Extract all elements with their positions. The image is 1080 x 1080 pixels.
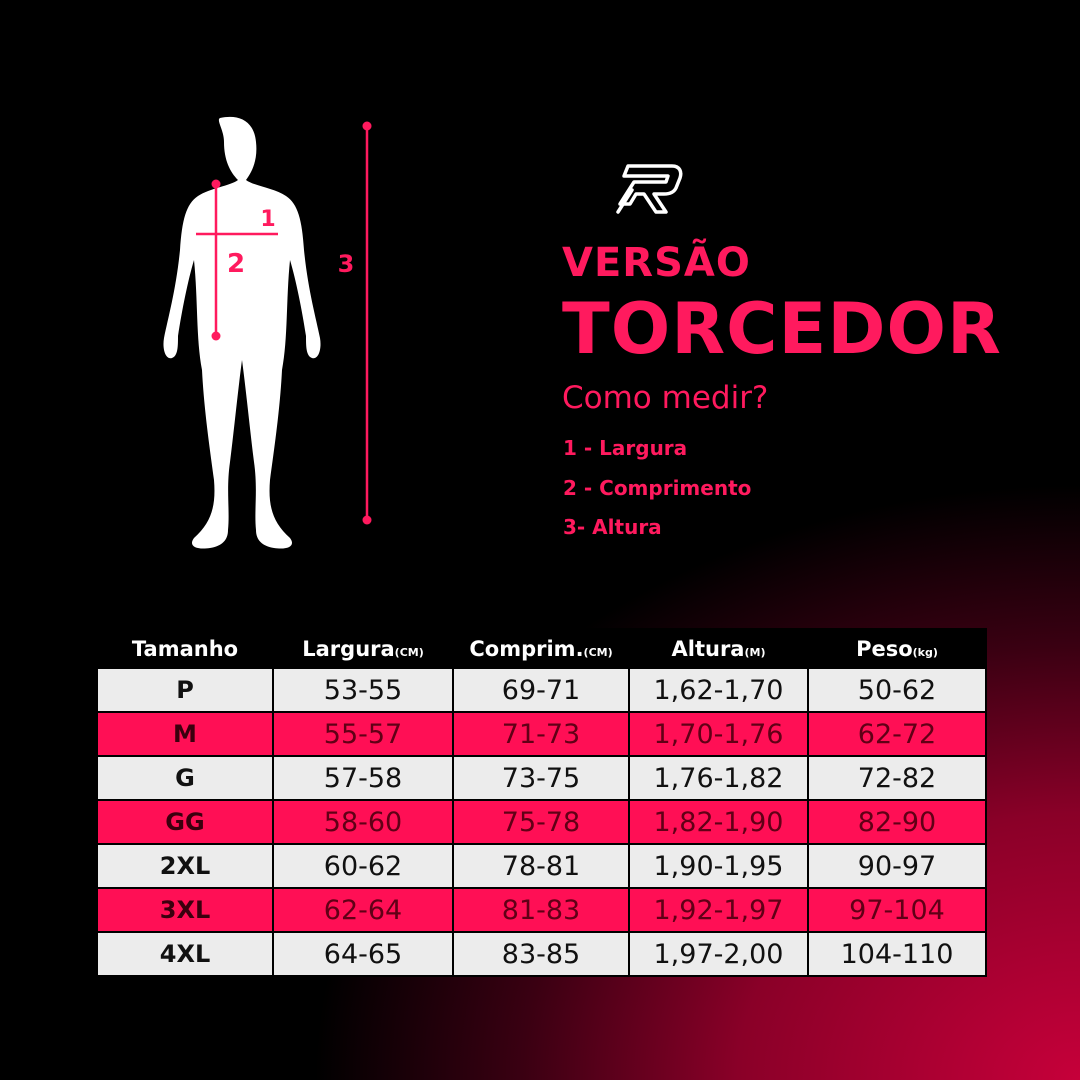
size-cell: 2XL [96, 843, 274, 889]
size-cell: GG [96, 799, 274, 845]
weight-cell: 104-110 [807, 931, 987, 977]
height-label: 3 [338, 250, 355, 278]
table-row: P 53-55 69-71 1,62-1,70 50-62 [96, 667, 987, 713]
length-cell: 69-71 [452, 667, 630, 713]
height-guide-bottom-dot [362, 515, 372, 525]
length-guide-top-dot [211, 179, 221, 189]
table-row: GG 58-60 75-78 1,82-1,90 82-90 [96, 799, 987, 845]
table-row: G 57-58 73-75 1,76-1,82 72-82 [96, 755, 987, 801]
heading-title: TORCEDOR [562, 288, 1002, 370]
table-row: 4XL 64-65 83-85 1,97-2,00 104-110 [96, 931, 987, 977]
size-cell: 3XL [96, 887, 274, 933]
width-cell: 58-60 [272, 799, 454, 845]
legend-item-height: 3- Altura [563, 515, 662, 539]
legend-item-length: 2 - Comprimento [563, 476, 752, 500]
size-cell: G [96, 755, 274, 801]
legend-item-width: 1 - Largura [563, 436, 688, 460]
size-cell: M [96, 711, 274, 757]
table-row: 3XL 62-64 81-83 1,92-1,97 97-104 [96, 887, 987, 933]
length-guide-bottom-dot [211, 331, 221, 341]
how-to-measure-subtitle: Como medir? [562, 380, 769, 416]
height-cell: 1,62-1,70 [628, 667, 809, 713]
brand-logo [616, 164, 683, 214]
height-cell: 1,90-1,95 [628, 843, 809, 889]
column-header-height: Altura(M) [628, 628, 809, 669]
width-label: 1 [260, 207, 275, 232]
width-cell: 62-64 [272, 887, 454, 933]
heading-version: VERSÃO [562, 240, 751, 286]
silhouette [163, 116, 321, 549]
size-table: Tamanho Largura(CM) Comprim.(CM) Altura(… [96, 628, 987, 977]
length-label: 2 [227, 249, 245, 279]
length-cell: 83-85 [452, 931, 630, 977]
weight-cell: 72-82 [807, 755, 987, 801]
table-row: 2XL 60-62 78-81 1,90-1,95 90-97 [96, 843, 987, 889]
column-header-size: Tamanho [96, 628, 274, 669]
height-cell: 1,97-2,00 [628, 931, 809, 977]
column-header-length: Comprim.(CM) [452, 628, 630, 669]
body-silhouette-figure: 1 2 3 [163, 116, 372, 549]
column-header-width: Largura(CM) [272, 628, 454, 669]
width-cell: 60-62 [272, 843, 454, 889]
length-cell: 75-78 [452, 799, 630, 845]
width-cell: 64-65 [272, 931, 454, 977]
column-header-weight: Peso(kg) [807, 628, 987, 669]
height-cell: 1,76-1,82 [628, 755, 809, 801]
width-cell: 57-58 [272, 755, 454, 801]
table-header-row: Tamanho Largura(CM) Comprim.(CM) Altura(… [96, 628, 987, 669]
weight-cell: 82-90 [807, 799, 987, 845]
weight-cell: 50-62 [807, 667, 987, 713]
height-cell: 1,92-1,97 [628, 887, 809, 933]
length-cell: 71-73 [452, 711, 630, 757]
height-guide-top-dot [362, 121, 372, 131]
weight-cell: 62-72 [807, 711, 987, 757]
table-row: M 55-57 71-73 1,70-1,76 62-72 [96, 711, 987, 757]
weight-cell: 97-104 [807, 887, 987, 933]
height-cell: 1,82-1,90 [628, 799, 809, 845]
length-cell: 81-83 [452, 887, 630, 933]
size-cell: 4XL [96, 931, 274, 977]
length-cell: 73-75 [452, 755, 630, 801]
width-cell: 53-55 [272, 667, 454, 713]
weight-cell: 90-97 [807, 843, 987, 889]
width-cell: 55-57 [272, 711, 454, 757]
length-cell: 78-81 [452, 843, 630, 889]
height-cell: 1,70-1,76 [628, 711, 809, 757]
size-cell: P [96, 667, 274, 713]
